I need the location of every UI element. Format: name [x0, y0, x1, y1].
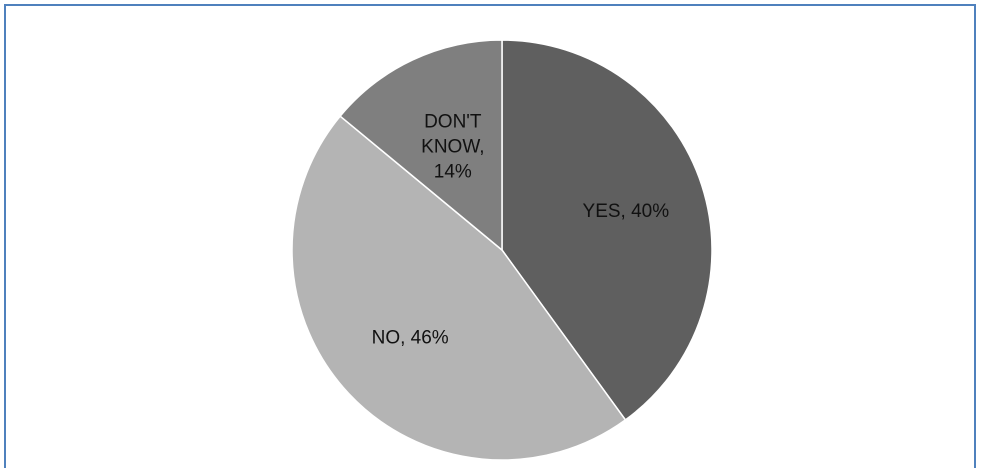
pie-label-no: NO, 46% — [372, 327, 449, 348]
pie-slice-no — [291, 115, 627, 461]
pie-slice-yes — [501, 39, 713, 421]
pie-slice-don-t-know — [339, 39, 503, 252]
pie-label-yes: YES, 40% — [583, 201, 670, 222]
pie-labels: YES, 40% NO, 46% DON'T KNOW, 14% — [372, 111, 670, 348]
pie-slices — [291, 39, 713, 461]
pie-label-don-t-know: DON'T KNOW, 14% — [421, 111, 484, 182]
